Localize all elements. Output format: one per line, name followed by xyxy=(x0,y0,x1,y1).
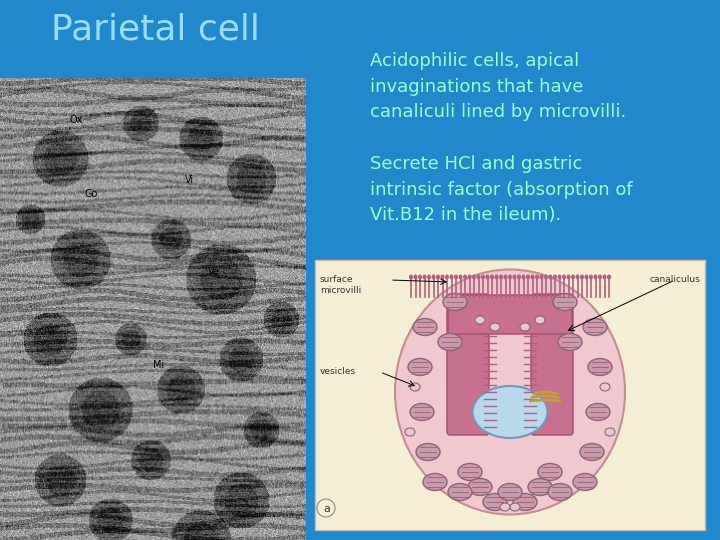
Ellipse shape xyxy=(583,319,607,335)
Text: a: a xyxy=(323,504,330,514)
Ellipse shape xyxy=(526,274,530,280)
Ellipse shape xyxy=(503,274,508,280)
Ellipse shape xyxy=(395,269,625,515)
FancyBboxPatch shape xyxy=(531,294,573,435)
Ellipse shape xyxy=(600,383,610,391)
Ellipse shape xyxy=(410,403,434,421)
Text: Parietal cell: Parietal cell xyxy=(50,13,259,47)
Ellipse shape xyxy=(589,274,593,280)
Ellipse shape xyxy=(562,274,566,280)
Ellipse shape xyxy=(410,383,420,391)
Text: Vi: Vi xyxy=(48,327,56,338)
Ellipse shape xyxy=(423,274,426,280)
Ellipse shape xyxy=(413,319,437,335)
Ellipse shape xyxy=(575,274,580,280)
FancyBboxPatch shape xyxy=(447,294,489,435)
Ellipse shape xyxy=(508,274,512,280)
Ellipse shape xyxy=(409,274,413,280)
Ellipse shape xyxy=(443,294,467,310)
Ellipse shape xyxy=(557,274,562,280)
Ellipse shape xyxy=(500,503,510,511)
FancyBboxPatch shape xyxy=(448,295,572,334)
Ellipse shape xyxy=(475,316,485,324)
Ellipse shape xyxy=(520,323,530,331)
Ellipse shape xyxy=(553,274,557,280)
Ellipse shape xyxy=(431,274,436,280)
Ellipse shape xyxy=(454,274,458,280)
Ellipse shape xyxy=(513,494,537,510)
Ellipse shape xyxy=(405,428,415,436)
Ellipse shape xyxy=(544,274,548,280)
Ellipse shape xyxy=(418,274,422,280)
Ellipse shape xyxy=(598,274,602,280)
Ellipse shape xyxy=(558,334,582,350)
Ellipse shape xyxy=(427,274,431,280)
Ellipse shape xyxy=(538,463,562,481)
Ellipse shape xyxy=(605,428,615,436)
Ellipse shape xyxy=(449,274,454,280)
Ellipse shape xyxy=(531,274,534,280)
Ellipse shape xyxy=(483,494,507,510)
Ellipse shape xyxy=(586,403,610,421)
Text: Acidophilic cells, apical
invaginations that have
canaliculi lined by microvilli: Acidophilic cells, apical invaginations … xyxy=(370,52,626,122)
Ellipse shape xyxy=(413,274,418,280)
Ellipse shape xyxy=(477,274,480,280)
Ellipse shape xyxy=(490,323,500,331)
Ellipse shape xyxy=(548,483,572,501)
Text: Vi: Vi xyxy=(185,175,194,185)
Ellipse shape xyxy=(521,274,526,280)
Text: canaliculus: canaliculus xyxy=(649,275,700,284)
Ellipse shape xyxy=(485,274,490,280)
Ellipse shape xyxy=(423,474,447,490)
Ellipse shape xyxy=(481,274,485,280)
Ellipse shape xyxy=(549,274,552,280)
Text: surface
microvilli: surface microvilli xyxy=(320,275,361,295)
Ellipse shape xyxy=(490,274,494,280)
Ellipse shape xyxy=(459,274,462,280)
Ellipse shape xyxy=(535,316,545,324)
Ellipse shape xyxy=(513,274,516,280)
Text: Ox: Ox xyxy=(70,115,83,125)
Ellipse shape xyxy=(441,274,444,280)
Text: Secrete HCl and gastric
intrinsic factor (absorption of
Vit.B12 in the ileum).: Secrete HCl and gastric intrinsic factor… xyxy=(370,155,633,225)
Bar xyxy=(315,260,705,530)
Ellipse shape xyxy=(553,294,577,310)
Ellipse shape xyxy=(472,386,547,438)
Ellipse shape xyxy=(588,359,612,375)
Ellipse shape xyxy=(408,359,432,375)
Ellipse shape xyxy=(580,443,604,461)
Ellipse shape xyxy=(436,274,440,280)
Ellipse shape xyxy=(448,483,472,501)
Ellipse shape xyxy=(585,274,588,280)
Ellipse shape xyxy=(593,274,598,280)
Ellipse shape xyxy=(510,503,520,511)
Ellipse shape xyxy=(499,274,503,280)
Ellipse shape xyxy=(467,274,472,280)
Ellipse shape xyxy=(603,274,606,280)
Ellipse shape xyxy=(463,274,467,280)
Ellipse shape xyxy=(528,478,552,496)
Ellipse shape xyxy=(535,274,539,280)
Ellipse shape xyxy=(458,463,482,481)
Text: Mi: Mi xyxy=(153,360,164,369)
Ellipse shape xyxy=(539,274,544,280)
Ellipse shape xyxy=(495,274,498,280)
Ellipse shape xyxy=(580,274,584,280)
Text: Go: Go xyxy=(85,188,98,199)
Text: vesicles: vesicles xyxy=(320,368,356,376)
Ellipse shape xyxy=(607,274,611,280)
Ellipse shape xyxy=(472,274,476,280)
Ellipse shape xyxy=(416,443,440,461)
Ellipse shape xyxy=(571,274,575,280)
Ellipse shape xyxy=(438,334,462,350)
Ellipse shape xyxy=(517,274,521,280)
Ellipse shape xyxy=(567,274,570,280)
Text: Ve: Ve xyxy=(208,267,220,277)
Ellipse shape xyxy=(468,478,492,496)
Ellipse shape xyxy=(573,474,597,490)
Ellipse shape xyxy=(445,274,449,280)
Ellipse shape xyxy=(498,483,522,501)
